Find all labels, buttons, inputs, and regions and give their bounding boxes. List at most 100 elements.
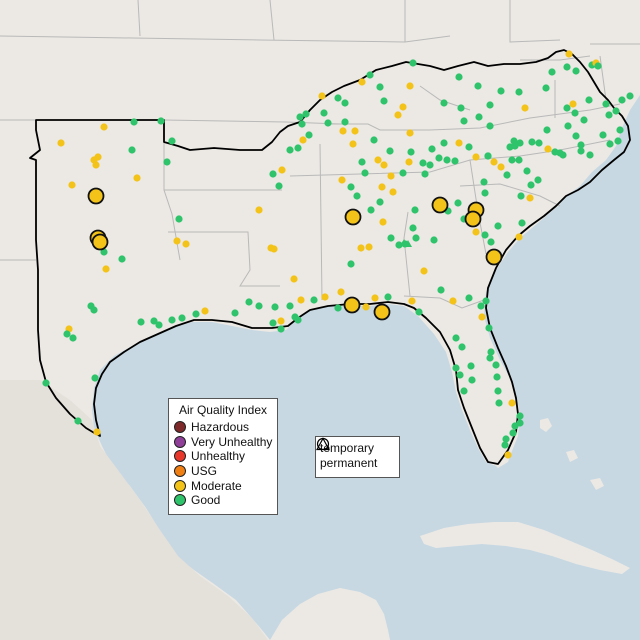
permanent-monitor-marker[interactable] [409,59,417,67]
permanent-monitor-marker[interactable] [493,373,501,381]
permanent-monitor-marker[interactable] [535,139,543,147]
permanent-monitor-marker[interactable] [367,206,375,214]
permanent-monitor-marker[interactable] [458,343,466,351]
permanent-monitor-marker[interactable] [362,303,370,311]
permanent-monitor-marker[interactable] [475,113,483,121]
permanent-monitor-marker[interactable] [472,153,480,161]
permanent-monitor-marker[interactable] [192,310,200,318]
permanent-monitor-marker[interactable] [286,146,294,154]
permanent-monitor-marker[interactable] [371,294,379,302]
permanent-monitor-marker[interactable] [358,158,366,166]
permanent-monitor-marker[interactable] [451,157,459,165]
permanent-monitor-marker[interactable] [449,297,457,305]
permanent-monitor-marker[interactable] [409,224,417,232]
permanent-monitor-marker[interactable] [586,151,594,159]
permanent-monitor-marker[interactable] [286,302,294,310]
permanent-monitor-marker[interactable] [571,109,579,117]
permanent-monitor-marker[interactable] [173,237,181,245]
permanent-monitor-marker[interactable] [68,181,76,189]
permanent-monitor-marker[interactable] [358,78,366,86]
permanent-monitor-marker[interactable] [486,122,494,130]
permanent-monitor-marker[interactable] [298,120,306,128]
permanent-monitor-marker[interactable] [455,73,463,81]
permanent-monitor-marker[interactable] [626,92,634,100]
permanent-monitor-marker[interactable] [63,330,71,338]
permanent-monitor-marker[interactable] [69,334,77,342]
permanent-monitor-marker[interactable] [577,147,585,155]
permanent-monitor-marker[interactable] [508,156,516,164]
permanent-monitor-marker[interactable] [339,127,347,135]
permanent-monitor-marker[interactable] [452,364,460,372]
permanent-monitor-marker[interactable] [290,275,298,283]
permanent-monitor-marker[interactable] [310,296,318,304]
permanent-monitor-marker[interactable] [157,117,165,125]
permanent-monitor-marker[interactable] [465,143,473,151]
permanent-monitor-marker[interactable] [299,136,307,144]
permanent-monitor-marker[interactable] [460,387,468,395]
permanent-monitor-marker[interactable] [318,92,326,100]
permanent-monitor-marker[interactable] [297,296,305,304]
permanent-monitor-marker[interactable] [490,158,498,166]
permanent-monitor-marker[interactable] [74,417,82,425]
permanent-monitor-marker[interactable] [380,97,388,105]
permanent-monitor-marker[interactable] [378,183,386,191]
permanent-monitor-marker[interactable] [341,99,349,107]
permanent-monitor-marker[interactable] [415,308,423,316]
permanent-monitor-marker[interactable] [387,172,395,180]
permanent-monitor-marker[interactable] [468,376,476,384]
permanent-monitor-marker[interactable] [387,234,395,242]
permanent-monitor-marker[interactable] [497,87,505,95]
permanent-monitor-marker[interactable] [337,288,345,296]
permanent-monitor-marker[interactable] [395,241,403,249]
permanent-monitor-marker[interactable] [443,156,451,164]
permanent-monitor-marker[interactable] [472,228,480,236]
permanent-monitor-marker[interactable] [296,113,304,121]
temporary-monitor-marker[interactable] [87,187,105,205]
permanent-monitor-marker[interactable] [486,354,494,362]
permanent-monitor-marker[interactable] [577,141,585,149]
permanent-monitor-marker[interactable] [324,119,332,127]
permanent-monitor-marker[interactable] [467,362,475,370]
permanent-monitor-marker[interactable] [516,412,524,420]
permanent-monitor-marker[interactable] [379,218,387,226]
permanent-monitor-marker[interactable] [376,198,384,206]
permanent-monitor-marker[interactable] [100,123,108,131]
temporary-monitor-marker[interactable] [485,248,503,266]
permanent-monitor-marker[interactable] [484,152,492,160]
permanent-monitor-marker[interactable] [168,137,176,145]
permanent-monitor-marker[interactable] [563,63,571,71]
permanent-monitor-marker[interactable] [341,118,349,126]
permanent-monitor-marker[interactable] [521,104,529,112]
permanent-monitor-marker[interactable] [320,109,328,117]
permanent-monitor-marker[interactable] [349,140,357,148]
permanent-monitor-marker[interactable] [380,161,388,169]
permanent-monitor-marker[interactable] [509,429,517,437]
permanent-monitor-marker[interactable] [102,265,110,273]
permanent-monitor-marker[interactable] [347,183,355,191]
permanent-monitor-marker[interactable] [407,148,415,156]
permanent-monitor-marker[interactable] [494,387,502,395]
permanent-monitor-marker[interactable] [255,206,263,214]
permanent-monitor-marker[interactable] [487,238,495,246]
temporary-monitor-marker[interactable] [91,233,109,251]
permanent-monitor-marker[interactable] [347,260,355,268]
permanent-monitor-marker[interactable] [486,101,494,109]
permanent-monitor-marker[interactable] [277,317,285,325]
permanent-monitor-marker[interactable] [94,153,102,161]
permanent-monitor-marker[interactable] [334,94,342,102]
permanent-monitor-marker[interactable] [294,316,302,324]
permanent-monitor-marker[interactable] [599,131,607,139]
permanent-monitor-marker[interactable] [150,317,158,325]
permanent-monitor-marker[interactable] [366,71,374,79]
permanent-monitor-marker[interactable] [454,199,462,207]
permanent-monitor-marker[interactable] [294,144,302,152]
permanent-monitor-marker[interactable] [435,154,443,162]
permanent-monitor-marker[interactable] [361,169,369,177]
permanent-monitor-marker[interactable] [405,158,413,166]
permanent-monitor-marker[interactable] [275,182,283,190]
temporary-monitor-marker[interactable] [343,296,361,314]
permanent-monitor-marker[interactable] [477,302,485,310]
permanent-monitor-marker[interactable] [572,132,580,140]
permanent-monitor-marker[interactable] [481,231,489,239]
